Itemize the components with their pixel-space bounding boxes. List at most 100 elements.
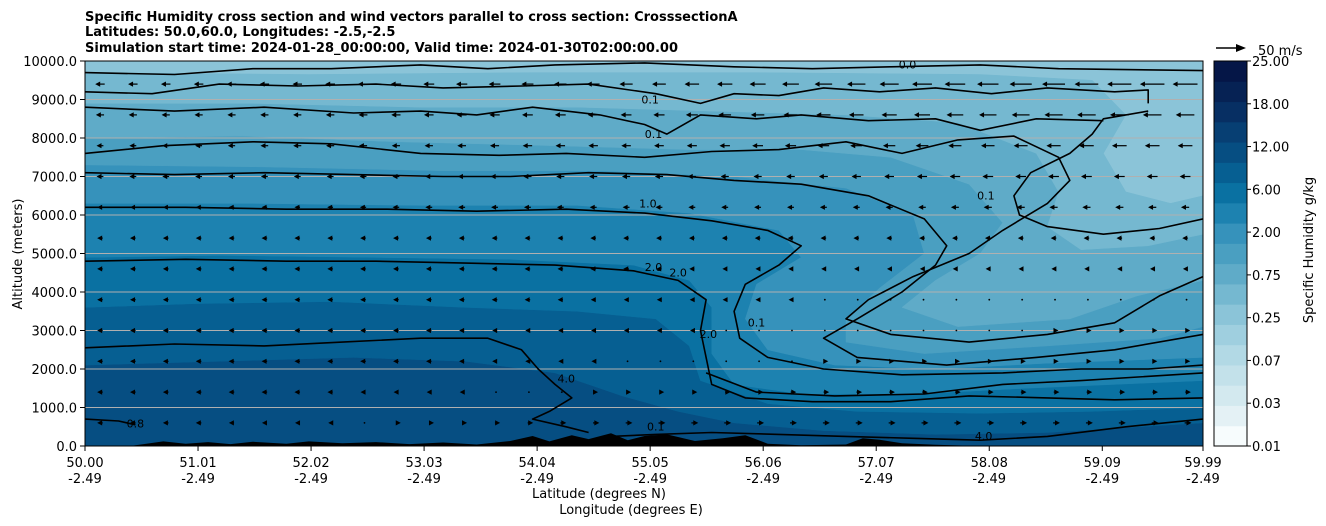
wind-vector-head <box>718 112 724 118</box>
wind-vector-head <box>358 112 364 118</box>
wind-vector-head <box>162 266 168 272</box>
wind-vector-head <box>626 389 632 395</box>
contour-line-6 <box>85 206 1203 376</box>
wind-vector-icon <box>855 420 863 426</box>
x-tick-label-lat: 51.01 <box>179 456 216 471</box>
wind-vector-head <box>261 235 267 241</box>
wind-vector-icon <box>260 173 268 180</box>
wind-vector-head <box>1016 204 1022 210</box>
wind-vector-icon <box>195 143 203 149</box>
wind-vector-head <box>423 112 429 118</box>
wind-vector-icon <box>719 143 730 149</box>
wind-vector-head <box>1021 389 1027 395</box>
wind-vector-head <box>423 81 429 87</box>
wind-vector-icon <box>492 358 498 364</box>
wind-vector-icon <box>823 389 830 395</box>
x-tick-label-lat: 59.09 <box>1084 456 1121 471</box>
wind-vector-head <box>492 327 498 334</box>
wind-vector-icon <box>754 235 761 241</box>
wind-vector-icon <box>425 173 433 180</box>
wind-vector-head <box>922 389 928 395</box>
wind-vector-head <box>426 389 432 395</box>
wind-vector-icon <box>790 420 797 426</box>
colorbar-tick-label: 2.00 <box>1252 226 1281 241</box>
wind-vector-head <box>260 112 266 118</box>
wind-vector-icon <box>1146 173 1158 180</box>
wind-vector-head <box>787 235 793 241</box>
wind-vector-icon <box>816 112 831 118</box>
wind-vector-head <box>853 235 859 241</box>
wind-vector-icon <box>922 298 925 301</box>
wind-vector-icon <box>393 327 399 334</box>
contour-label: 2.0 <box>645 261 663 274</box>
wind-vector-icon <box>988 329 991 332</box>
wind-vector-icon <box>426 327 432 334</box>
wind-vector-icon <box>955 298 958 301</box>
wind-vector-icon <box>1074 81 1099 87</box>
wind-vector-icon <box>228 266 235 272</box>
wind-vector-head <box>1013 143 1019 149</box>
wind-vectors <box>95 81 1198 426</box>
wind-vector-head <box>654 143 660 149</box>
wind-vector-head <box>590 235 596 241</box>
wind-vector-head <box>393 235 399 241</box>
wind-vector-icon <box>987 420 995 426</box>
wind-vector-head <box>758 389 764 395</box>
contour-label: 0.1 <box>645 128 663 141</box>
wind-vector-icon <box>489 143 500 149</box>
wind-vector-icon <box>586 81 600 87</box>
wind-vector-icon <box>1179 173 1191 180</box>
wind-vector-head <box>852 204 858 210</box>
wind-vector-icon <box>692 389 698 395</box>
wind-vector-head <box>1086 327 1092 334</box>
wind-vector-head <box>294 297 300 303</box>
wind-vector-icon <box>1020 389 1027 395</box>
wind-vector-icon <box>590 266 596 272</box>
wind-vector-head <box>590 266 596 272</box>
wind-vector-head <box>424 143 430 149</box>
wind-vector-icon <box>1087 298 1089 301</box>
wind-vector-icon <box>1011 112 1030 118</box>
wind-vector-icon <box>1021 298 1024 301</box>
wind-vector-head <box>1084 266 1090 272</box>
wind-vector-icon <box>1185 327 1191 334</box>
wind-vector-icon <box>393 266 399 272</box>
wind-vector-head <box>819 204 825 210</box>
wind-vector-head <box>392 173 398 180</box>
wind-vector-head <box>1051 266 1057 272</box>
wind-vector-icon <box>456 112 467 118</box>
y-axis-label: Altitude (meters) <box>11 199 26 310</box>
wind-key-label: 50 m/s <box>1258 44 1303 59</box>
wind-vector-icon <box>560 391 563 393</box>
wind-vector-icon <box>587 112 599 118</box>
wind-vector-head <box>948 143 954 149</box>
wind-vector-head <box>944 81 950 87</box>
wind-vector-head <box>456 112 462 118</box>
wind-vector-icon <box>528 391 530 393</box>
wind-vector-icon <box>228 173 235 180</box>
wind-vector-head <box>162 358 168 364</box>
wind-vector-head <box>594 420 600 426</box>
wind-vector-icon <box>755 297 761 303</box>
wind-vector-icon <box>359 204 367 210</box>
wind-vector-head <box>294 389 300 395</box>
wind-vector-icon <box>689 327 695 334</box>
wind-vector-head <box>97 235 103 241</box>
wind-vector-icon <box>658 420 666 426</box>
wind-vector-icon <box>656 297 662 303</box>
wind-vector-icon <box>916 173 928 180</box>
wind-vector-head <box>1077 112 1083 118</box>
wind-vector-head <box>294 358 300 364</box>
wind-vector-icon <box>128 81 138 87</box>
wind-vector-icon <box>787 204 794 210</box>
contour-label: 2.0 <box>669 267 687 280</box>
wind-vector-icon <box>160 81 171 87</box>
wind-vector-head <box>328 420 334 426</box>
wind-vector-icon <box>325 81 336 87</box>
wind-vector-head <box>194 112 200 118</box>
wind-vector-icon <box>983 204 992 210</box>
wind-vector-head <box>491 297 497 303</box>
wind-vector-head <box>97 204 103 210</box>
wind-vector-head <box>823 358 829 364</box>
wind-vector-head <box>1048 173 1054 180</box>
